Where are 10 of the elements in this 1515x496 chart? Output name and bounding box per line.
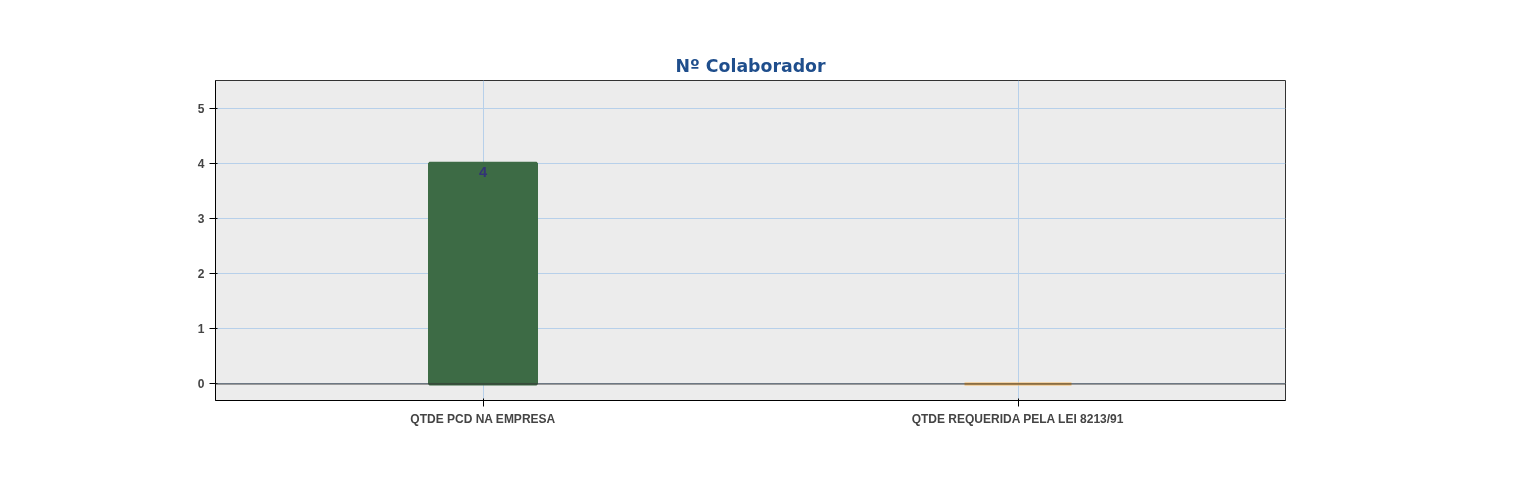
- x-tick-label: QTDE REQUERIDA PELA LEI 8213/91: [911, 411, 1124, 426]
- chart-title: Nº Colaborador: [675, 55, 826, 76]
- y-tick-label: 2: [197, 267, 205, 282]
- y-tick-label: 1: [197, 322, 205, 337]
- y-tick-label: 3: [197, 211, 205, 226]
- y-tick-label: 5: [197, 101, 205, 116]
- y-tick-label: 4: [197, 156, 205, 171]
- data-label: 4: [478, 164, 488, 181]
- x-tick-label: QTDE PCD NA EMPRESA: [410, 411, 556, 426]
- y-tick-label: 0: [197, 377, 205, 392]
